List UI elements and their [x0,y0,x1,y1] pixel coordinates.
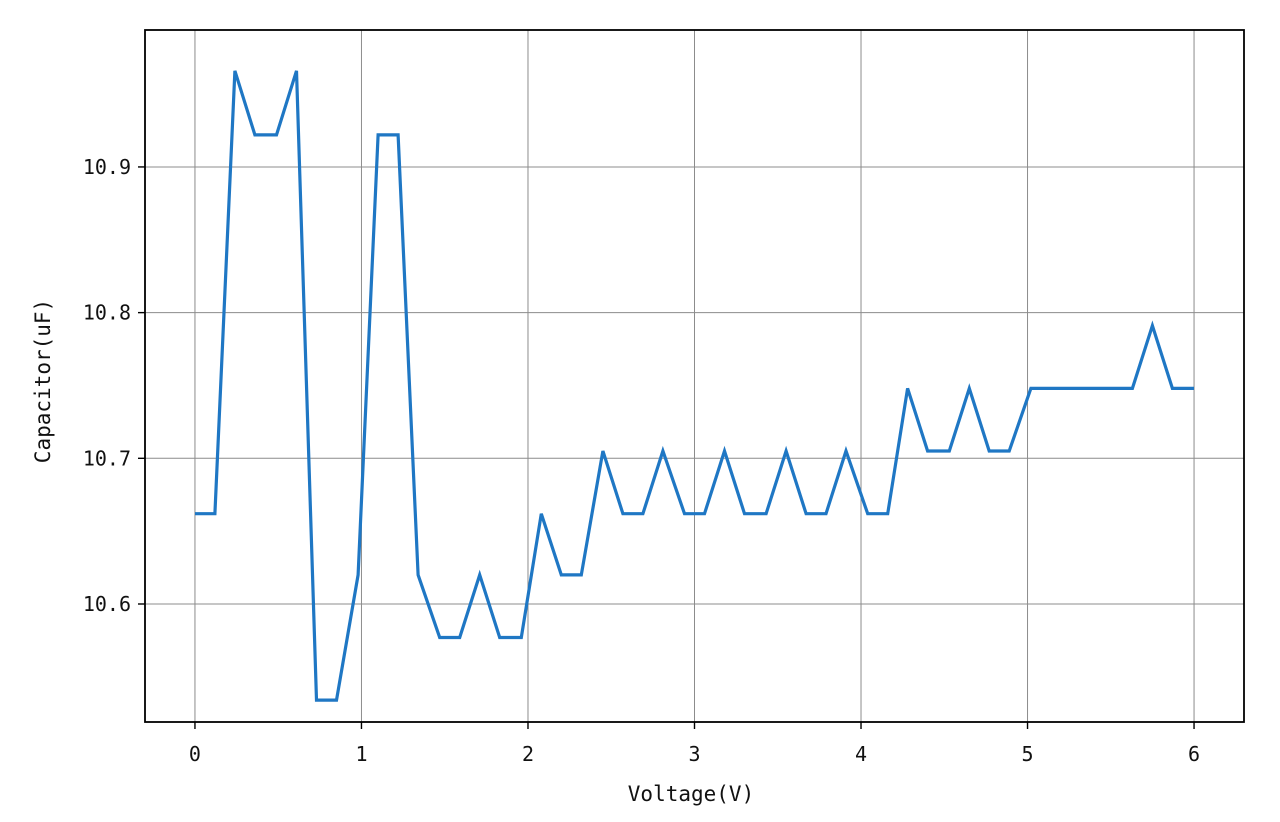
x-tick-label: 5 [1022,742,1034,766]
tick-layer: 0 1 2 3 4 5 6 10.6 10.7 10.8 10.9 [83,155,1200,766]
y-tick-label: 10.8 [83,301,131,325]
x-tick-label: 0 [189,742,201,766]
x-tick-label: 4 [855,742,867,766]
series-layer [195,70,1194,702]
y-tick-label: 10.6 [83,592,131,616]
x-tick-label: 3 [688,742,700,766]
grid-layer [145,30,1244,722]
y-tick-label: 10.9 [83,155,131,179]
series-line-0 [195,70,1194,702]
x-tick-label: 1 [355,742,367,766]
x-axis-label: Voltage(V) [628,782,754,806]
y-tick-label: 10.7 [83,446,131,470]
y-axis-label: Capacitor(uF) [31,299,55,463]
x-tick-label: 6 [1188,742,1200,766]
x-tick-label: 2 [522,742,534,766]
